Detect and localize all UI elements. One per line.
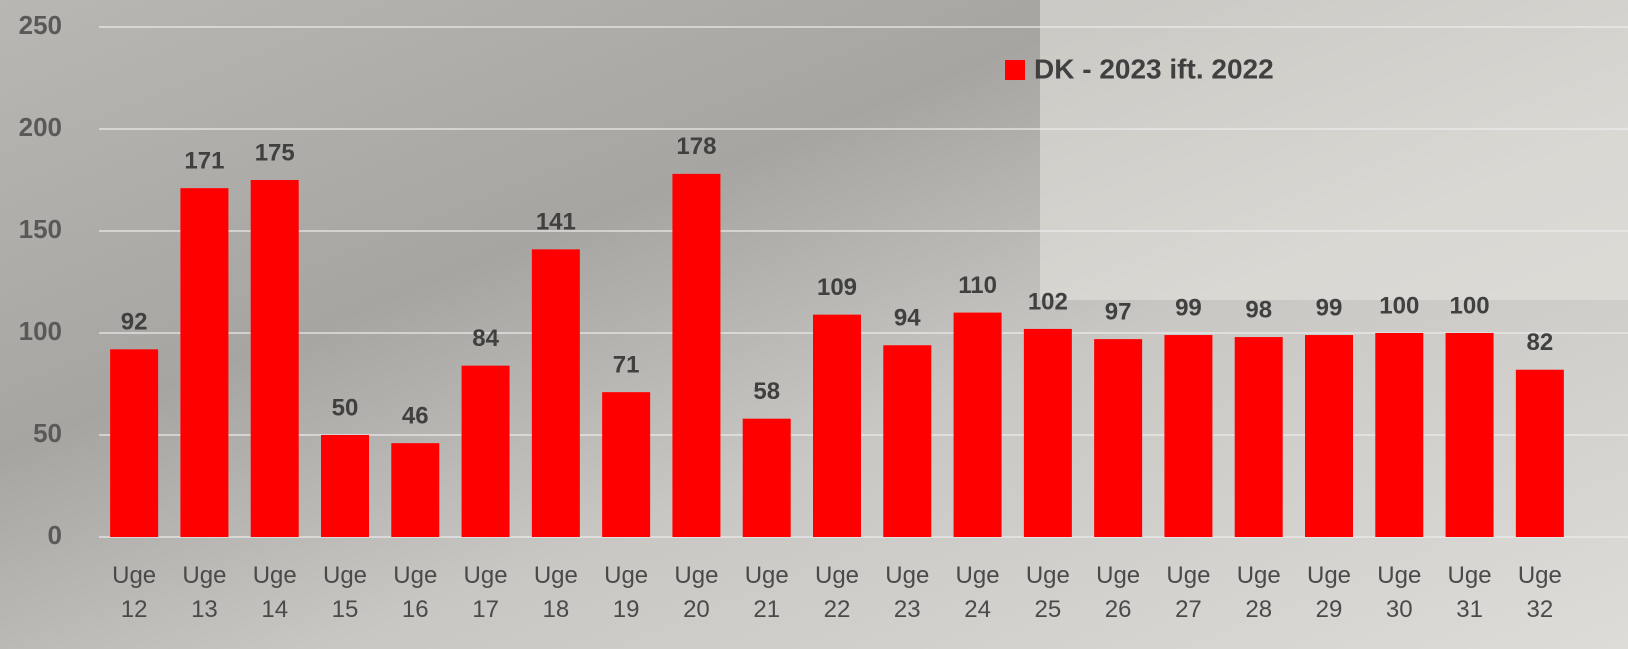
background-sky — [1040, 0, 1628, 300]
y-tick-label: 250 — [19, 10, 62, 40]
bar — [883, 345, 931, 537]
bar — [391, 443, 439, 537]
value-label: 46 — [402, 403, 429, 430]
bar — [602, 392, 650, 537]
chart: 05010015020025092Uge12171Uge13175Uge1450… — [0, 0, 1628, 649]
bar — [1375, 333, 1423, 537]
value-label: 98 — [1245, 296, 1272, 323]
legend-swatch — [1005, 60, 1025, 80]
value-label: 50 — [332, 394, 359, 421]
bar — [743, 419, 791, 537]
value-label: 99 — [1316, 294, 1343, 321]
value-label: 99 — [1175, 294, 1202, 321]
bar — [1094, 339, 1142, 537]
bar — [954, 313, 1002, 537]
bar — [110, 349, 158, 537]
bar — [1305, 335, 1353, 537]
bar — [180, 188, 228, 537]
value-label: 171 — [184, 148, 224, 175]
value-label: 71 — [613, 352, 640, 379]
bar — [1024, 329, 1072, 537]
y-tick-label: 200 — [19, 112, 62, 142]
y-tick-label: 100 — [19, 316, 62, 346]
value-label: 58 — [753, 378, 780, 405]
value-label: 100 — [1379, 292, 1419, 319]
bar — [672, 174, 720, 537]
value-label: 97 — [1105, 298, 1132, 325]
value-label: 109 — [817, 274, 857, 301]
value-label: 100 — [1450, 292, 1490, 319]
legend-label: DK - 2023 ift. 2022 — [1034, 53, 1274, 84]
bar — [532, 249, 580, 537]
y-tick-label: 50 — [33, 418, 62, 448]
bar — [813, 315, 861, 537]
bar — [1235, 337, 1283, 537]
y-tick-label: 0 — [48, 520, 62, 550]
value-label: 175 — [255, 139, 295, 166]
y-tick-label: 150 — [19, 214, 62, 244]
value-label: 141 — [536, 209, 576, 236]
bar — [1516, 370, 1564, 537]
page: 05010015020025092Uge12171Uge13175Uge1450… — [0, 0, 1628, 649]
bar — [1446, 333, 1494, 537]
value-label: 92 — [121, 309, 148, 336]
value-label: 102 — [1028, 288, 1068, 315]
bar — [321, 435, 369, 537]
bar — [251, 180, 299, 537]
value-label: 94 — [894, 305, 921, 332]
bar — [1164, 335, 1212, 537]
bar — [462, 366, 510, 537]
value-label: 82 — [1527, 329, 1554, 356]
value-label: 110 — [958, 272, 997, 299]
value-label: 84 — [472, 325, 499, 352]
value-label: 178 — [676, 133, 716, 160]
